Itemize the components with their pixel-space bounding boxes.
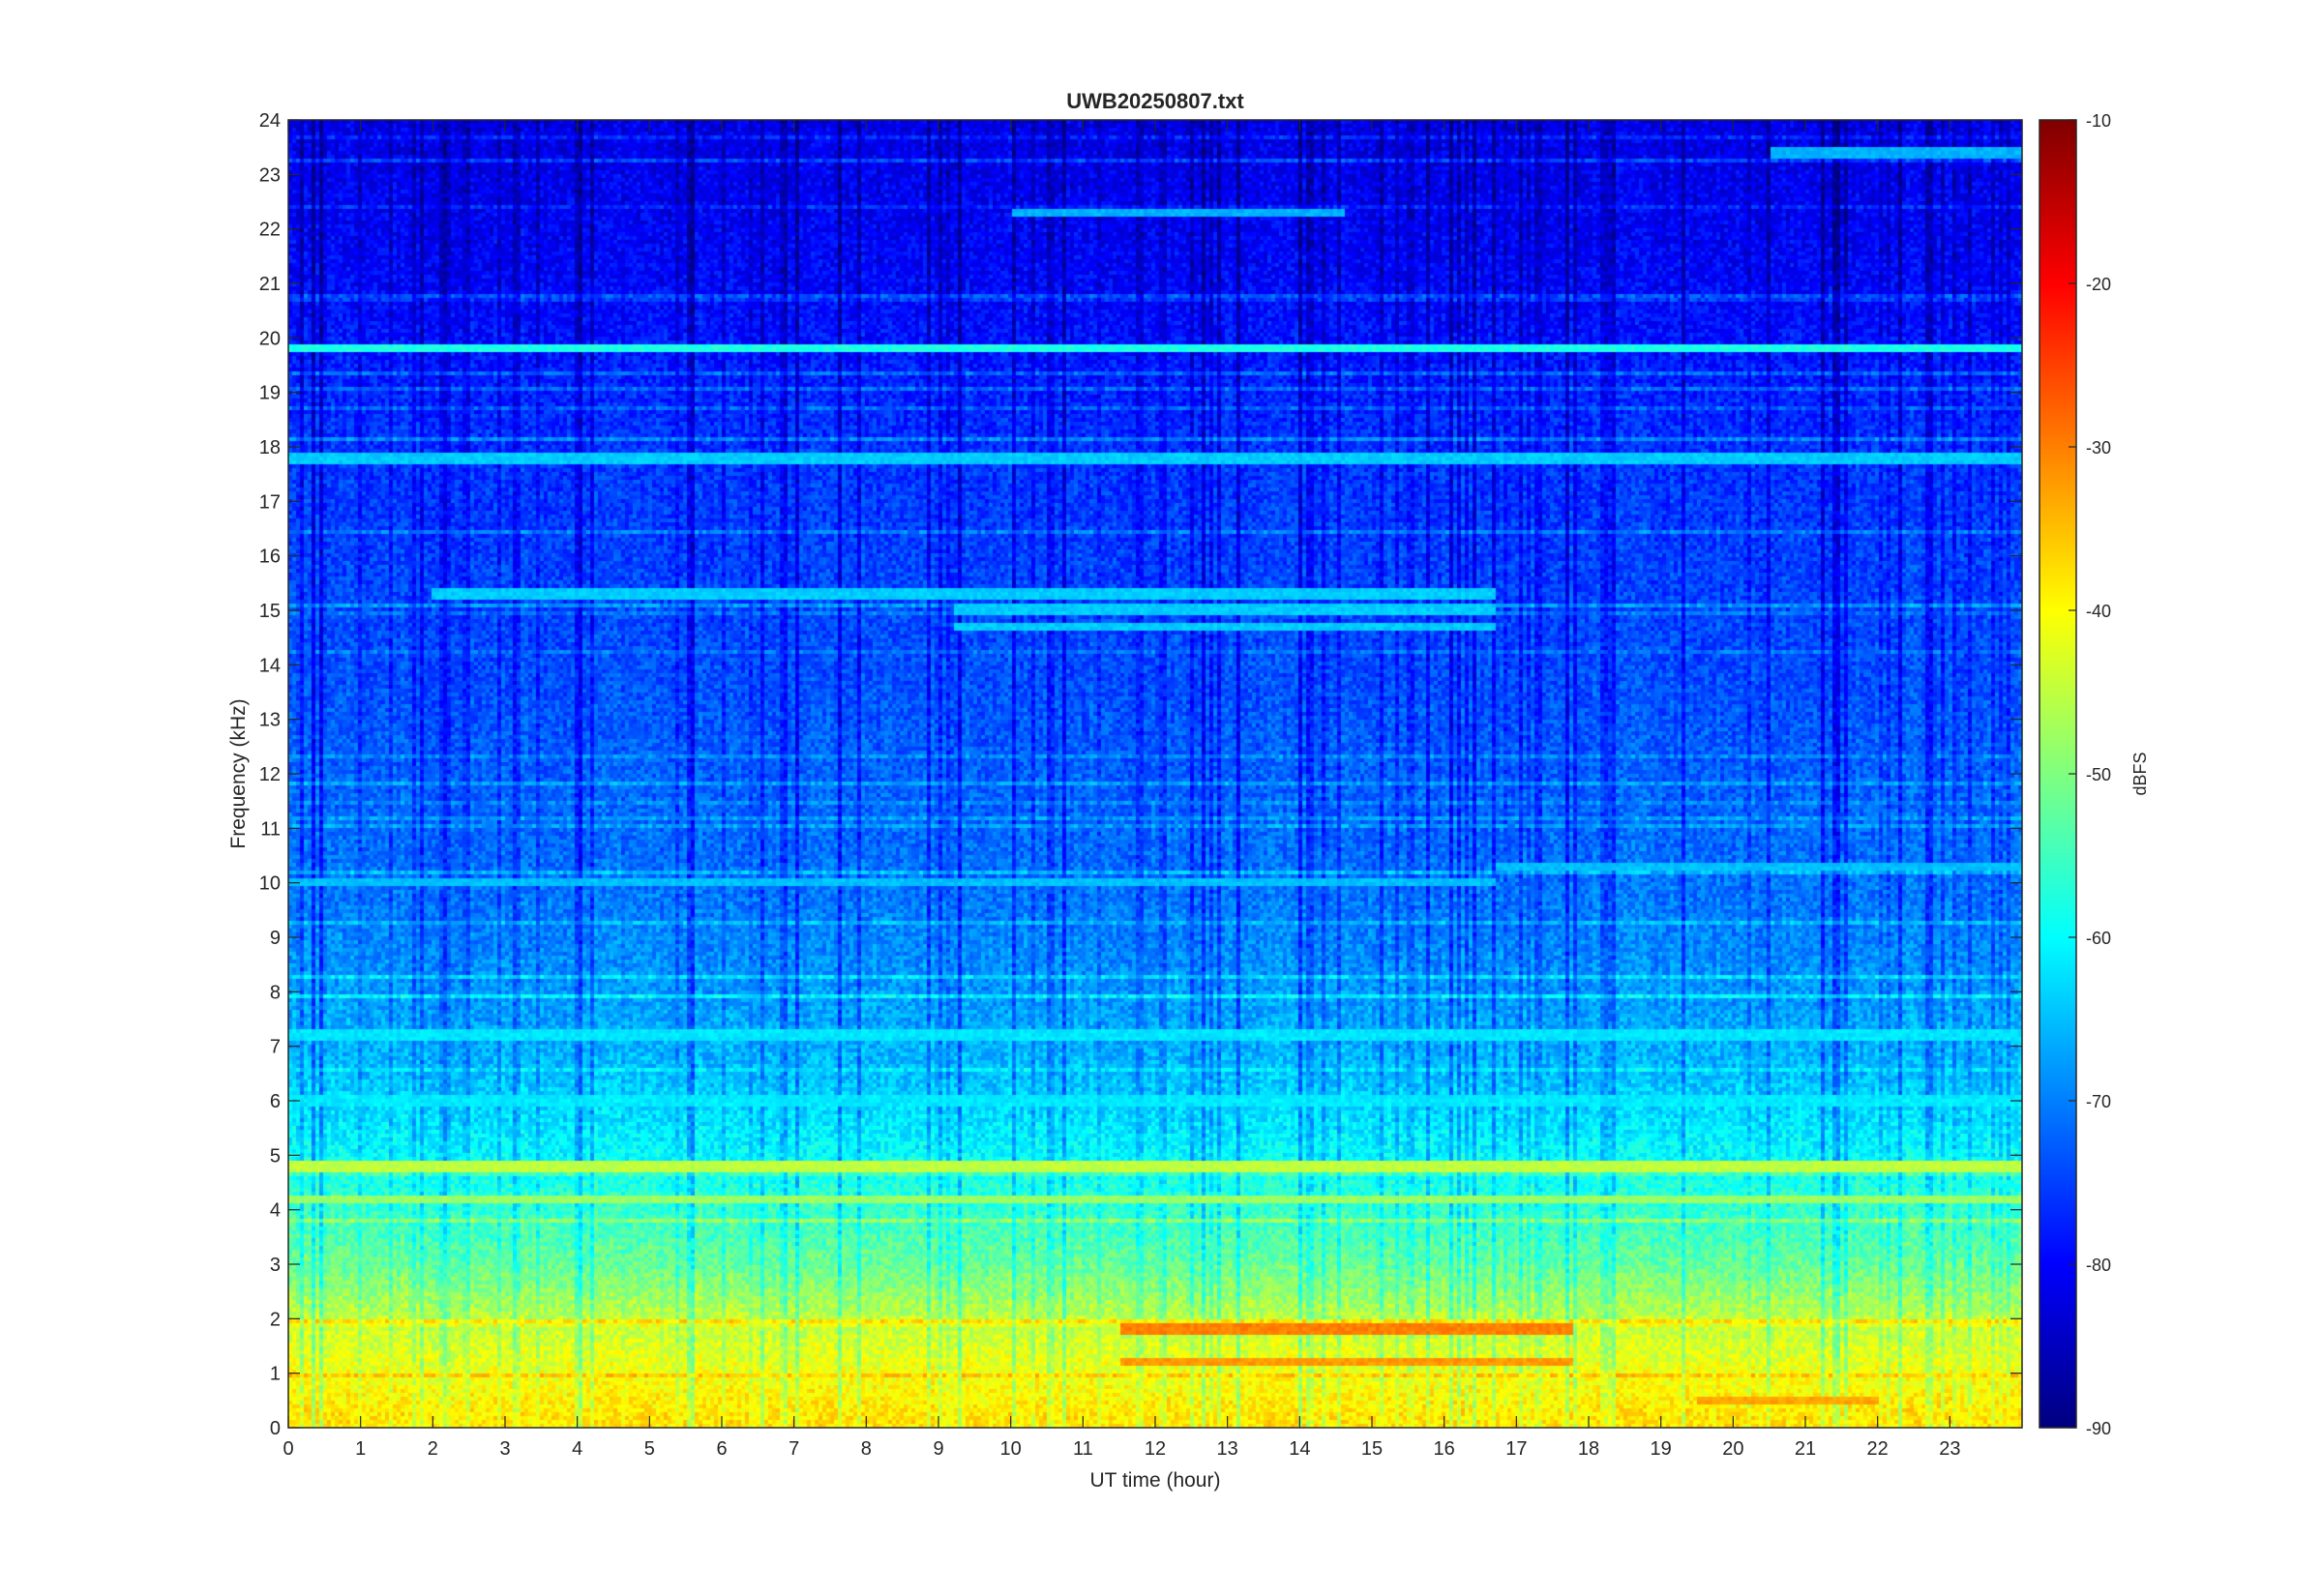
x-tick-label: 16 [1434, 1438, 1455, 1460]
y-tick-label: 5 [270, 1145, 281, 1167]
x-tick-label: 4 [572, 1438, 582, 1460]
colorbar-tick-label: -10 [2086, 111, 2111, 131]
y-tick-label: 8 [270, 982, 281, 1003]
x-tick-label: 20 [1722, 1438, 1743, 1460]
colorbar-ticks: -90 -80 -70 -60 -50 -40 -30 -20 -10 [2069, 111, 2111, 1438]
y-tick-label: 16 [259, 547, 281, 568]
colorbar-tick-label: -80 [2086, 1256, 2111, 1275]
x-tick-label: 17 [1505, 1438, 1527, 1460]
x-tick-label: 21 [1795, 1438, 1816, 1460]
colorbar-tick-label: -70 [2086, 1092, 2111, 1111]
x-tick-label: 5 [644, 1438, 655, 1460]
x-axis-ticks: 0 1 2 3 4 5 6 7 8 9 10 11 12 13 14 15 16 17 18 19 20 21 22 23 [283, 120, 1960, 1460]
x-tick-label: 2 [428, 1438, 438, 1460]
y-tick-label: 17 [259, 491, 281, 513]
y-tick-label: 15 [259, 601, 281, 622]
y-tick-label: 13 [259, 710, 281, 731]
y-tick-label: 12 [259, 764, 281, 785]
colorbar-tick-label: -40 [2086, 602, 2111, 621]
y-tick-label: 21 [259, 274, 281, 295]
x-tick-label: 1 [355, 1438, 366, 1460]
y-tick-label: 22 [259, 220, 281, 241]
x-tick-label: 15 [1361, 1438, 1383, 1460]
x-tick-label: 18 [1578, 1438, 1599, 1460]
y-tick-label: 24 [259, 110, 281, 132]
x-tick-label: 10 [1000, 1438, 1022, 1460]
y-tick-label: 14 [259, 655, 281, 676]
y-tick-label: 2 [270, 1309, 281, 1330]
y-tick-label: 19 [259, 383, 281, 404]
spectrogram-plot-area [288, 120, 2022, 1428]
y-tick-label: 4 [270, 1200, 281, 1222]
chart-title: UWB20250807.txt [1066, 89, 1244, 113]
y-tick-label: 11 [260, 818, 281, 840]
plot-frame [287, 119, 2023, 1429]
y-tick-label: 20 [259, 328, 281, 349]
y-tick-label: 23 [259, 164, 281, 186]
x-tick-label: 6 [716, 1438, 727, 1460]
colorbar-label: dBFS [2130, 752, 2150, 795]
x-tick-label: 0 [283, 1438, 293, 1460]
x-tick-label: 11 [1073, 1438, 1093, 1460]
x-tick-label: 7 [789, 1438, 799, 1460]
colorbar-tick-label: -60 [2086, 929, 2111, 948]
x-tick-label: 8 [861, 1438, 872, 1460]
x-tick-label: 19 [1651, 1438, 1672, 1460]
y-tick-label: 9 [270, 928, 281, 949]
y-tick-label: 3 [270, 1255, 281, 1276]
y-tick-label: 10 [259, 873, 281, 895]
colorbar-tick-label: -20 [2086, 275, 2111, 294]
x-tick-label: 14 [1289, 1438, 1310, 1460]
x-tick-label: 23 [1939, 1438, 1960, 1460]
x-tick-label: 12 [1145, 1438, 1166, 1460]
colorbar-tick-label: -90 [2086, 1419, 2111, 1438]
x-tick-label: 13 [1217, 1438, 1238, 1460]
x-axis-label: UT time (hour) [1090, 1469, 1221, 1492]
x-tick-label: 9 [933, 1438, 943, 1460]
colorbar-tick-label: -30 [2086, 438, 2111, 458]
y-tick-label: 0 [270, 1418, 281, 1439]
spectrogram-image [288, 120, 2022, 1428]
y-tick-label: 18 [259, 437, 281, 458]
x-tick-label: 22 [1867, 1438, 1889, 1460]
y-axis-label: Frequency (kHz) [227, 698, 250, 848]
x-tick-label: 3 [499, 1438, 510, 1460]
y-tick-label: 7 [270, 1037, 281, 1058]
y-tick-label: 6 [270, 1091, 281, 1112]
y-tick-label: 1 [270, 1364, 281, 1385]
colorbar-tick-label: -50 [2086, 765, 2111, 784]
